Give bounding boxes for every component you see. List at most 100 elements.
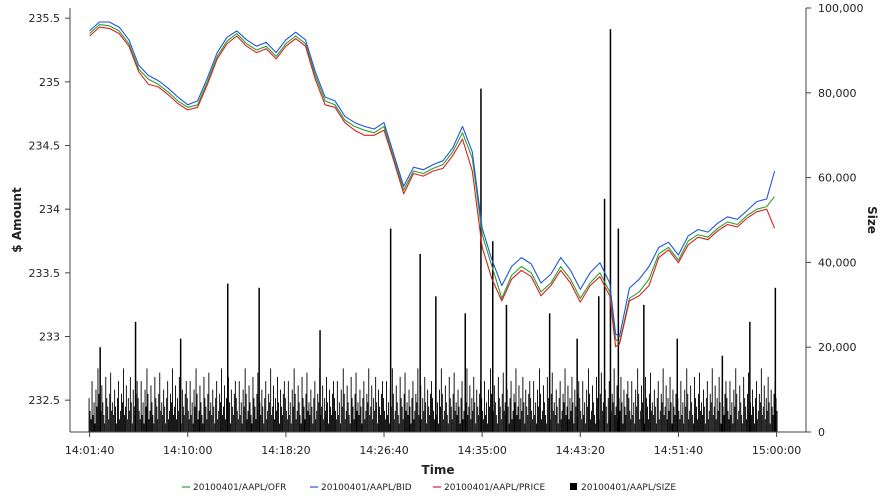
size-bar [282, 393, 284, 432]
x-tick-label: 14:18:20 [261, 444, 310, 457]
size-bar [771, 406, 773, 432]
size-bar [360, 406, 362, 432]
size-bar [415, 393, 417, 432]
size-bar [624, 406, 626, 432]
size-bar [145, 406, 147, 432]
size-bar [737, 419, 739, 432]
size-bar [439, 389, 440, 432]
size-bar [428, 406, 430, 432]
size-bar [351, 398, 353, 432]
size-bar [434, 419, 435, 432]
size-bar [241, 423, 243, 432]
size-bar [350, 376, 352, 432]
size-bar [91, 381, 93, 432]
size-bar [251, 423, 253, 432]
size-bar [307, 410, 309, 432]
size-bar [303, 406, 305, 432]
left-axis-title: $ Amount [10, 187, 24, 253]
size-bar [706, 381, 708, 432]
size-bar [425, 402, 427, 432]
size-bar [383, 398, 384, 432]
size-bar [600, 372, 602, 432]
size-bar [422, 398, 424, 432]
size-bar [462, 419, 464, 432]
size-bar [345, 410, 347, 432]
size-bar [132, 389, 134, 432]
size-bar [122, 402, 123, 432]
size-bar [185, 381, 187, 432]
size-bar [371, 385, 373, 432]
left-tick-label: 234.5 [29, 140, 61, 153]
size-bar [200, 402, 202, 432]
size-bar [588, 368, 589, 432]
size-bar [531, 410, 533, 432]
size-bar [667, 398, 669, 432]
size-bar [553, 402, 555, 432]
size-bar [696, 406, 697, 432]
size-bar [595, 423, 596, 432]
size-bar [166, 398, 168, 432]
size-bar [398, 423, 400, 432]
size-bar [165, 423, 167, 432]
size-bar [366, 393, 368, 432]
size-bar [772, 415, 774, 432]
size-bar [563, 402, 565, 432]
size-bar [718, 376, 720, 432]
size-bar [403, 393, 405, 432]
size-bar [482, 410, 484, 432]
size-bar [169, 410, 170, 432]
size-bar [182, 406, 184, 432]
size-bar [683, 423, 685, 432]
legend-label: 20100401/AAPL/BID [321, 483, 412, 493]
size-bar [250, 415, 252, 432]
size-bar [629, 410, 631, 432]
size-bar [495, 415, 497, 432]
size-bar [637, 368, 639, 432]
size-bar [114, 389, 116, 432]
size-bar [484, 381, 485, 432]
size-bar [101, 385, 103, 432]
size-bar [195, 368, 197, 432]
size-bar [744, 398, 746, 432]
size-bar [672, 389, 674, 432]
size-bar [546, 376, 548, 432]
size-bar-peak [603, 198, 606, 432]
size-bar [742, 423, 744, 432]
size-bar [733, 389, 735, 432]
size-bar [183, 415, 185, 432]
size-bar [647, 406, 648, 432]
price-line-series [89, 21, 776, 348]
size-bar [550, 393, 552, 432]
size-bar [605, 406, 607, 432]
size-bar [156, 406, 158, 432]
size-bar [509, 398, 511, 432]
size-bar [601, 410, 603, 432]
size-bar [654, 406, 656, 432]
size-bar [474, 402, 476, 432]
size-bar [208, 372, 210, 432]
size-bar [530, 398, 532, 432]
size-bar [140, 381, 142, 432]
size-bar [753, 406, 754, 432]
size-bar [494, 402, 496, 432]
size-bar [218, 410, 220, 432]
size-bar [121, 393, 122, 432]
size-bar [572, 402, 574, 432]
size-bar [421, 419, 423, 432]
size-bar [518, 385, 520, 432]
size-bar [763, 385, 765, 432]
size-bar [329, 389, 330, 432]
size-bar [373, 398, 375, 432]
size-bar [344, 419, 346, 432]
size-bar [328, 423, 329, 432]
size-bar [663, 415, 665, 432]
size-bar [143, 423, 145, 432]
size-bar [152, 415, 154, 432]
size-bar [201, 415, 203, 432]
size-bar [204, 398, 206, 432]
size-bar [630, 419, 632, 432]
size-bar [358, 415, 360, 432]
size-bar [619, 410, 621, 432]
size-bar [131, 423, 133, 432]
size-bar [535, 402, 537, 432]
